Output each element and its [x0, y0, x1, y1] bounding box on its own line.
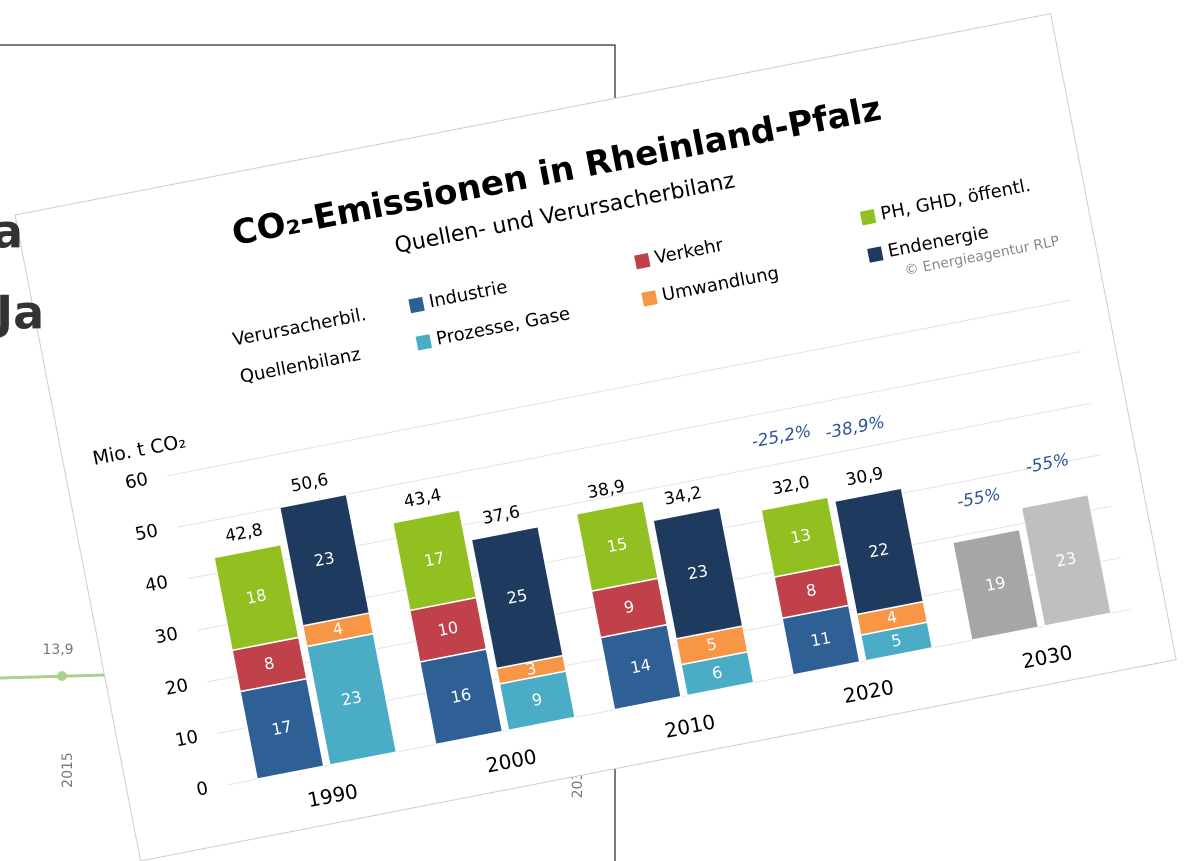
- segment-label: 10: [436, 617, 460, 640]
- bar-segment: [575, 500, 659, 593]
- segment-label: 13: [789, 525, 813, 548]
- title-fragment: a: [0, 205, 23, 259]
- segment-label: 5: [890, 630, 904, 651]
- trend-point: [57, 671, 67, 681]
- point-label: 13,9: [42, 642, 73, 658]
- segment-label: 15: [605, 534, 629, 557]
- legend-swatch: [859, 209, 877, 226]
- segment-label: 23: [340, 687, 364, 710]
- y-tick-label: 10: [173, 726, 199, 751]
- segment-label: 8: [804, 580, 818, 601]
- segment-label: 23: [313, 548, 337, 571]
- legend-swatch: [408, 296, 425, 314]
- bar-segment: [213, 543, 300, 652]
- bar-segment: [833, 487, 925, 616]
- segment-label: 23: [1054, 548, 1078, 571]
- segment-label: 6: [710, 662, 724, 683]
- bar-segment: [652, 506, 744, 640]
- segment-label: 25: [505, 585, 529, 608]
- bar-segment: [391, 508, 478, 612]
- bar-segment: [951, 528, 1040, 642]
- segment-label: 16: [449, 684, 473, 707]
- segment-label: 9: [622, 597, 636, 618]
- segment-label: 22: [867, 539, 891, 562]
- legend-swatch: [867, 246, 884, 263]
- bar-segment: [1020, 493, 1112, 628]
- segment-label: 11: [809, 628, 833, 651]
- y-tick-label: 20: [163, 675, 189, 700]
- segment-label: 8: [262, 653, 276, 674]
- segment-label: 9: [530, 689, 544, 710]
- y-tick-label: 60: [123, 469, 149, 494]
- segment-label: 4: [885, 607, 899, 628]
- bar-segment: [760, 496, 842, 578]
- segment-label: 19: [984, 573, 1008, 596]
- segment-label: 14: [629, 655, 653, 678]
- legend-swatch: [641, 290, 658, 307]
- legend-swatch: [634, 252, 651, 270]
- title-fragment: Ja: [0, 286, 44, 340]
- segment-label: 17: [423, 548, 447, 571]
- y-tick-label: 30: [153, 623, 179, 648]
- y-tick-label: 40: [143, 572, 169, 597]
- legend-swatch: [415, 334, 433, 351]
- y-tick-label: 50: [133, 520, 159, 545]
- segment-label: 5: [705, 634, 719, 655]
- segment-label: 18: [244, 585, 268, 608]
- grid-line: [167, 299, 1071, 477]
- segment-label: 23: [686, 561, 710, 584]
- bar-segment: [470, 525, 565, 670]
- x-label: 2015: [60, 752, 76, 788]
- bar-segment: [278, 493, 371, 627]
- segment-label: 4: [331, 618, 345, 639]
- segment-label: 3: [524, 658, 538, 679]
- x-label: 203: [570, 772, 586, 799]
- chart-card: CO₂-Emissionen in Rheinland-Pfalz Quelle…: [14, 13, 1177, 861]
- segment-label: 17: [270, 717, 294, 740]
- y-tick-label: 0: [195, 778, 210, 801]
